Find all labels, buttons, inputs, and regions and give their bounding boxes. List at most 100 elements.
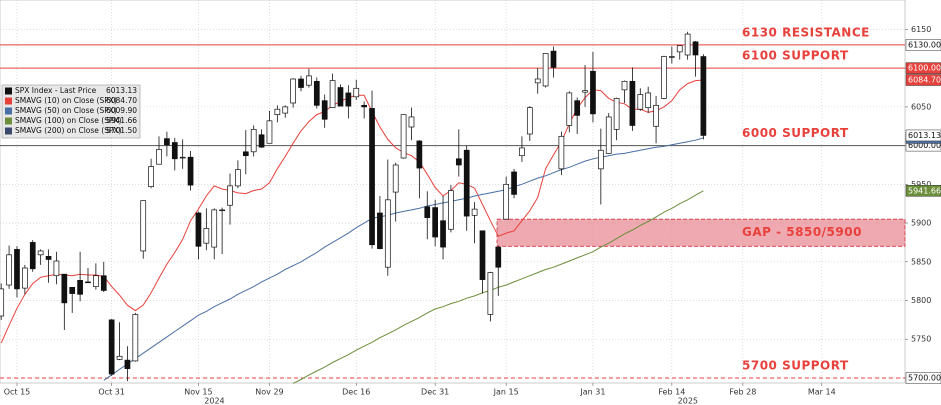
legend-name: SMAVG (200) on Close (SPX) — [15, 126, 122, 135]
candle-body — [321, 100, 328, 120]
candle-body — [621, 80, 628, 91]
legend-swatch — [5, 87, 12, 95]
candle-body — [93, 275, 99, 287]
candle-body — [187, 156, 194, 186]
candle-body — [566, 92, 573, 126]
candle-body — [676, 45, 683, 53]
candle-body — [179, 156, 186, 159]
candle-body — [290, 78, 296, 104]
x-tick-label: Dec 16 — [342, 388, 370, 397]
last-price-label-box — [905, 129, 941, 142]
legend-name: SMAVG (50) on Close (SPX) — [15, 106, 117, 115]
x-tick-label: Jan 31 — [579, 388, 605, 397]
candle-body — [100, 275, 107, 291]
level-axis-label: 5700.00 — [908, 373, 941, 382]
legend-name: SMAVG (100) on Close (SPX) — [15, 116, 122, 125]
y-tick-label: 5850 — [911, 257, 931, 266]
candle-body — [37, 250, 44, 256]
candle-body — [526, 107, 533, 135]
candle-body — [400, 114, 407, 159]
level-label: 6130 RESISTANCE — [742, 25, 870, 39]
legend-name: SPX Index - Last Price — [15, 86, 97, 95]
candle-body — [661, 56, 667, 99]
candle-body — [590, 70, 596, 115]
level-axis-label: 6000.00 — [908, 141, 941, 150]
candle-body — [227, 185, 233, 206]
candle-body — [369, 108, 375, 246]
candle-body — [298, 78, 304, 88]
year-label: 2025 — [678, 397, 698, 405]
line-last-label: 5941.66 — [908, 186, 941, 195]
candle-body — [463, 149, 470, 217]
candle-body — [377, 212, 383, 249]
candle-body — [140, 200, 147, 252]
candle-body — [605, 116, 612, 154]
candle-body — [534, 78, 541, 84]
candle-body — [108, 319, 115, 375]
x-tick-label: Oct 31 — [98, 388, 125, 397]
candle-body — [361, 104, 367, 108]
legend-swatch — [5, 97, 12, 105]
candle-body — [242, 151, 249, 157]
candle-body — [629, 80, 636, 126]
candle-body — [132, 314, 139, 362]
candle-body — [637, 94, 644, 110]
candle-body — [258, 134, 265, 148]
candle-body — [274, 108, 281, 115]
level-label: 6000 SUPPORT — [742, 126, 849, 140]
candle-body — [550, 50, 557, 68]
candle-body — [684, 33, 691, 56]
candle-body — [582, 90, 588, 93]
x-tick-label: Dec 31 — [421, 388, 449, 397]
y-tick-label: 5800 — [911, 296, 931, 305]
legend-swatch — [5, 127, 12, 135]
gap-label: GAP - 5850/5900 — [742, 225, 862, 239]
candle-body — [471, 208, 478, 216]
line-last-label-box — [905, 185, 941, 197]
candle-body — [519, 147, 525, 157]
gap-zone — [496, 218, 906, 247]
legend-name: SMAVG (10) on Close (SPX) — [15, 96, 117, 105]
candle-body — [653, 104, 659, 127]
candle-body — [266, 120, 273, 144]
x-tick-label: Jan 15 — [493, 388, 519, 397]
candle-body — [645, 92, 652, 109]
candle-body — [116, 355, 123, 360]
legend-value: 6084.70 — [106, 96, 137, 105]
level-label: 6100 SUPPORT — [742, 49, 849, 63]
level-axis-label: 6130.00 — [908, 40, 941, 49]
candle-body — [487, 272, 494, 315]
candle-body — [306, 75, 312, 86]
y-tick-label: 6150 — [911, 25, 931, 34]
candle-body — [408, 116, 415, 128]
level-label: 5700 SUPPORT — [742, 358, 849, 372]
candle-body — [692, 41, 699, 56]
candle-body — [61, 273, 68, 304]
x-tick-label: Feb 28 — [729, 388, 756, 397]
candle-body — [235, 169, 241, 187]
candle-body — [558, 135, 565, 170]
level-axis-label: 6100.00 — [908, 64, 941, 73]
year-label: 2024 — [204, 397, 224, 405]
candle-body — [77, 280, 83, 295]
candle-body — [164, 138, 170, 146]
candle-body — [195, 212, 202, 247]
candle-body — [85, 281, 91, 284]
candle-body — [503, 183, 510, 220]
y-tick-label: 5750 — [911, 335, 931, 344]
legend-swatch — [5, 107, 12, 115]
last-price-label: 6013.13 — [908, 131, 941, 140]
line-last-label-box — [905, 74, 941, 86]
legend-value: 5701.50 — [106, 126, 137, 135]
legend-swatch — [5, 117, 12, 125]
candle-body — [22, 267, 28, 289]
x-tick-label: Nov 15 — [184, 388, 212, 397]
candle-body — [211, 209, 218, 248]
candle-body — [392, 164, 399, 193]
candle-body — [313, 80, 320, 106]
candle-body — [171, 142, 178, 160]
candle-body — [479, 230, 486, 280]
candle-body — [69, 286, 76, 294]
level-axis-label-box — [905, 62, 941, 74]
